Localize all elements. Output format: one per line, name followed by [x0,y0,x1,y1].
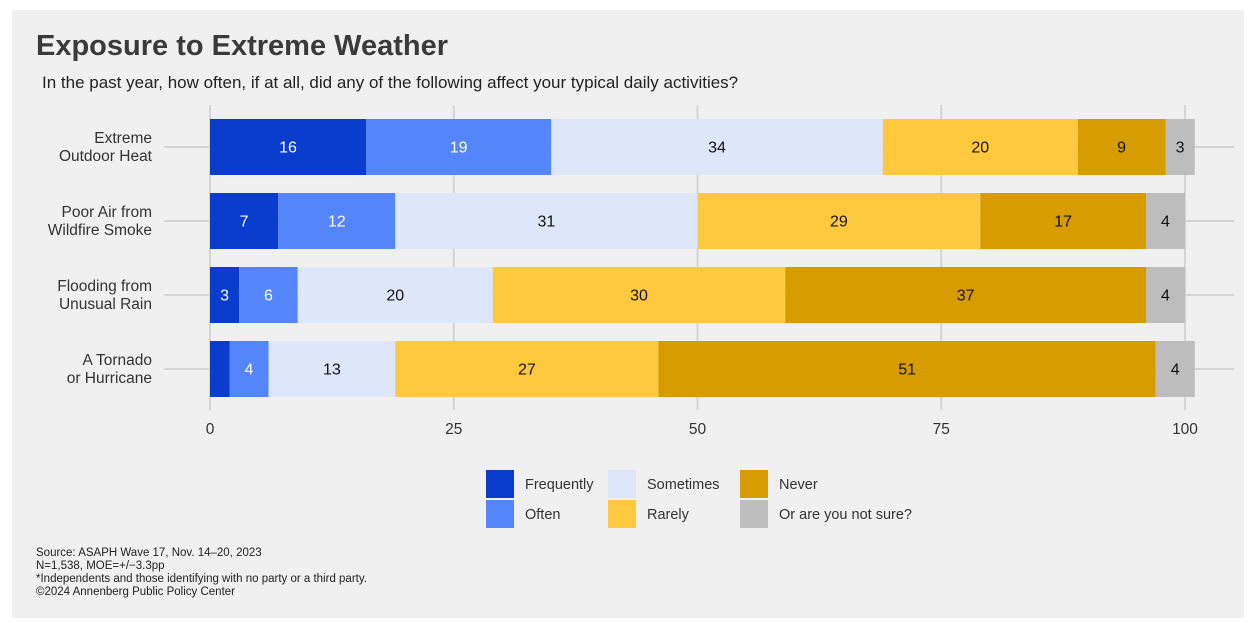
bar-value-label: 4 [245,362,254,379]
footnote-copyright: ©2024 Annenberg Public Policy Center [36,586,235,598]
bar-segment [268,341,396,397]
bar-value-label: 12 [328,214,346,231]
bar-segment [882,119,1078,175]
bar-value-label: 30 [630,288,648,305]
footnote-source: Source: ASAPH Wave 17, Nov. 14–20, 2023 [36,547,262,559]
x-tick-label: 50 [689,421,707,438]
category-label: Poor Air from Wildfire Smoke [48,204,152,239]
legend-label: Never [779,477,818,493]
bar-value-label: 4 [1161,214,1170,231]
bar-segment [1165,119,1195,175]
bar-value-label: 9 [1117,140,1126,157]
bar-value-label: 20 [386,288,404,305]
bar-segment [1146,267,1185,323]
bar-value-label: 6 [264,288,273,305]
legend-label: Often [525,507,560,523]
x-tick-label: 25 [445,421,462,438]
bar-segment [210,193,279,249]
category-label: Extreme Outdoor Heat [59,130,153,165]
legend-swatch [740,500,768,528]
bar-value-label: 20 [971,140,989,157]
bar-segment [395,193,698,249]
chart-title: Exposure to Extreme Weather [36,30,449,62]
bar-segment [980,193,1146,249]
bar-value-label: 37 [957,288,975,305]
legend-label: Sometimes [647,477,720,493]
bar-segment [210,341,230,397]
legend-swatch [608,470,636,498]
bar-value-label: 17 [1054,214,1072,231]
bar-segment [297,267,493,323]
x-tick-label: 0 [206,421,215,438]
bar-segment [1077,119,1166,175]
bar-segment [229,341,269,397]
legend-label: Rarely [647,507,690,523]
bar-value-label: 34 [708,140,726,157]
bar-value-label: 29 [830,214,848,231]
footnote-independents: *Independents and those identifying with… [36,573,367,585]
bar-segment [785,267,1146,323]
bar-value-label: 4 [1161,288,1170,305]
bar-segment [278,193,396,249]
bar-value-label: 31 [537,214,555,231]
legend-label: Frequently [525,477,594,493]
bar-segment [210,119,366,175]
bar-segment [551,119,883,175]
bar-value-label: 16 [279,140,297,157]
chart-panel: Exposure to Extreme Weather In the past … [12,10,1244,618]
footnote-sample: N=1,538, MOE=+/−3.3pp [36,560,165,572]
bar-value-label: 27 [518,362,536,379]
footnotes: Source: ASAPH Wave 17, Nov. 14–20, 2023 … [36,547,367,599]
x-tick-label: 75 [933,421,950,438]
bar-value-label: 3 [1176,140,1185,157]
bar-segment [1146,193,1185,249]
bar-value-label: 7 [240,214,249,231]
bar-segment [366,119,552,175]
bar-value-label: 4 [1171,362,1180,379]
category-label: Flooding from Unusual Rain [57,278,152,313]
category-label: A Tornado or Hurricane [67,352,152,387]
bar-segment [658,341,1156,397]
bar-segment [697,193,981,249]
legend-swatch [740,470,768,498]
legend-label: Or are you not sure? [779,507,912,523]
bar-segment [395,341,659,397]
bar-value-label: 51 [898,362,916,379]
x-tick-label: 100 [1172,421,1198,438]
bar-value-label: 13 [323,362,341,379]
bar-segment [210,267,240,323]
legend-swatch [608,500,636,528]
legend-swatch [486,500,514,528]
bar-segment [239,267,298,323]
bar-value-label: 3 [220,288,229,305]
bar-value-label: 19 [450,140,468,157]
bar-segment [1155,341,1195,397]
bar-segment [492,267,786,323]
legend-swatch [486,470,514,498]
chart-subtitle: In the past year, how often, if at all, … [42,73,739,92]
